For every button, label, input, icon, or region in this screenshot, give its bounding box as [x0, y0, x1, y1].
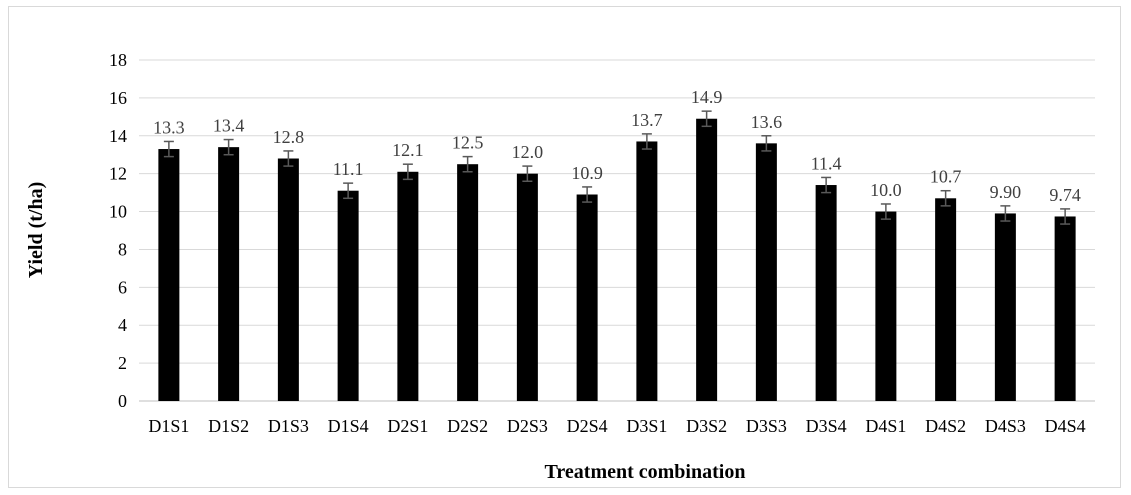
error-bar: [163, 140, 174, 158]
data-label: 13.4: [213, 116, 245, 136]
y-tick-label: 12: [109, 164, 127, 184]
data-label: 10.9: [571, 163, 603, 183]
data-label: 9.90: [990, 182, 1022, 202]
error-bars: [163, 110, 1071, 225]
y-tick-label: 14: [109, 126, 127, 146]
data-labels: 13.3 13.4 12.8 11.1 12.1 12.5 12.0 10.9 13.7 14.9…: [153, 87, 1081, 205]
y-axis-ticks: 0 2 4 6 8 10 12 14 16 18: [109, 50, 127, 411]
data-label: 11.4: [811, 153, 842, 173]
error-bar: [940, 189, 951, 207]
bar: [218, 147, 240, 401]
data-label: 12.1: [392, 140, 424, 160]
error-bar: [283, 150, 294, 167]
data-label: 10.0: [870, 180, 902, 200]
x-tick-label: D4S3: [985, 416, 1026, 436]
x-tick-label: D1S2: [208, 416, 249, 436]
error-bar: [582, 186, 593, 203]
data-label: 10.7: [930, 167, 962, 187]
error-bar: [522, 165, 533, 182]
error-bar: [1060, 208, 1071, 225]
error-bar: [701, 110, 712, 128]
data-label: 12.8: [273, 127, 305, 147]
bar: [457, 164, 479, 401]
bar: [516, 173, 538, 401]
x-tick-label: D2S1: [387, 416, 428, 436]
data-label: 11.1: [333, 159, 364, 179]
bar: [935, 198, 957, 401]
bar: [1054, 216, 1076, 401]
data-label: 12.0: [512, 142, 544, 162]
y-tick-label: 16: [109, 88, 127, 108]
y-tick-label: 8: [118, 239, 127, 259]
x-tick-label: D3S2: [686, 416, 727, 436]
bars: [158, 118, 1076, 401]
data-label: 9.74: [1049, 185, 1081, 205]
x-tick-label: D4S4: [1045, 416, 1086, 436]
error-bar: [343, 182, 354, 200]
data-label: 13.7: [631, 110, 663, 130]
x-tick-label: D1S1: [148, 416, 189, 436]
data-label: 14.9: [691, 87, 723, 107]
y-tick-label: 18: [109, 50, 127, 70]
x-tick-label: D3S4: [806, 416, 847, 436]
x-tick-label: D4S1: [865, 416, 906, 436]
error-bar: [880, 203, 891, 220]
bar: [397, 171, 419, 401]
y-tick-label: 6: [118, 277, 127, 297]
bar: [158, 149, 180, 401]
bar: [636, 141, 658, 401]
data-label: 12.5: [452, 133, 484, 153]
error-bar: [821, 176, 832, 194]
error-bar: [641, 133, 652, 150]
x-tick-label: D1S4: [328, 416, 369, 436]
data-label: 13.3: [153, 117, 185, 137]
error-bar: [223, 138, 234, 156]
x-tick-label: D4S2: [925, 416, 966, 436]
y-tick-label: 4: [118, 315, 127, 335]
bar: [875, 211, 897, 401]
data-label: 13.6: [751, 112, 783, 132]
bar: [755, 143, 777, 401]
x-tick-label: D3S1: [626, 416, 667, 436]
x-tick-label: D2S3: [507, 416, 548, 436]
bar: [337, 190, 359, 401]
y-tick-label: 2: [118, 353, 127, 373]
error-bar: [462, 155, 473, 173]
y-tick-label: 10: [109, 202, 127, 222]
error-bar: [761, 135, 772, 152]
x-tick-label: D3S3: [746, 416, 787, 436]
x-tick-label: D2S2: [447, 416, 488, 436]
error-bar: [1000, 205, 1011, 222]
bar: [815, 185, 837, 401]
error-bar: [402, 163, 413, 181]
bar: [994, 213, 1016, 401]
y-axis-title: Yield (t/ha): [25, 182, 47, 278]
bar: [576, 194, 598, 401]
x-axis-title: Treatment combination: [545, 461, 746, 483]
y-tick-label: 0: [118, 391, 127, 411]
x-axis-ticks: D1S1 D1S2 D1S3 D1S4 D2S1 D2S2 D2S3 D2S4 D3S1 D3S2…: [148, 416, 1085, 436]
x-tick-label: D1S3: [268, 416, 309, 436]
bar: [277, 158, 299, 401]
bar: [696, 118, 718, 401]
x-tick-label: D2S4: [567, 416, 608, 436]
